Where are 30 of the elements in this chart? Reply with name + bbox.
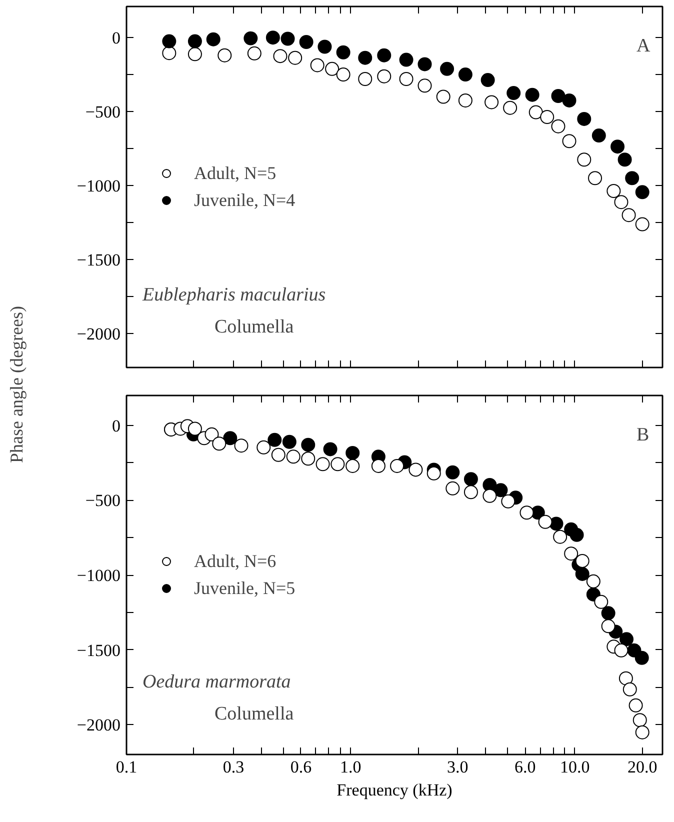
- x-axis-title: Frequency (kHz): [336, 780, 452, 800]
- y-tick-label: 0: [112, 416, 120, 436]
- y-axis-title: Phase angle (degrees): [6, 306, 26, 463]
- y-tick-label: 0: [112, 28, 120, 48]
- x-tick-label: 6.0: [514, 758, 536, 776]
- annotation: Columella: [214, 704, 294, 724]
- legend-label: Juvenile, N=5: [194, 578, 296, 598]
- x-tick-label: 10.0: [560, 758, 590, 776]
- y-tick-label: −2000: [76, 716, 121, 735]
- legend-label: Juvenile, N=4: [194, 190, 296, 210]
- y-tick-label: −2000: [76, 324, 121, 344]
- x-tick-label: 0.3: [222, 758, 244, 776]
- legend-label: Adult, N=6: [194, 550, 276, 572]
- y-tick-label: −1000: [76, 566, 121, 585]
- y-tick-label: −1000: [76, 176, 121, 196]
- legend-label: Adult, N=5: [194, 162, 276, 184]
- annotation: Columella: [214, 316, 294, 338]
- annotation: Eublepharis macularius: [142, 284, 326, 306]
- x-tick-label: 0.1: [116, 758, 138, 776]
- y-tick-label: −1500: [76, 250, 121, 270]
- y-tick-label: −500: [85, 491, 121, 510]
- annotation: Oedura marmorata: [142, 672, 291, 692]
- x-tick-label: 0.6: [290, 758, 312, 776]
- x-tick-label: 20.0: [627, 758, 658, 776]
- x-tick-label: 1.0: [340, 758, 362, 776]
- x-tick-label: 3.0: [447, 758, 468, 776]
- annotation: A: [636, 36, 650, 56]
- y-tick-label: −500: [85, 102, 121, 122]
- annotation: B: [636, 424, 650, 446]
- y-tick-label: −1500: [76, 640, 121, 660]
